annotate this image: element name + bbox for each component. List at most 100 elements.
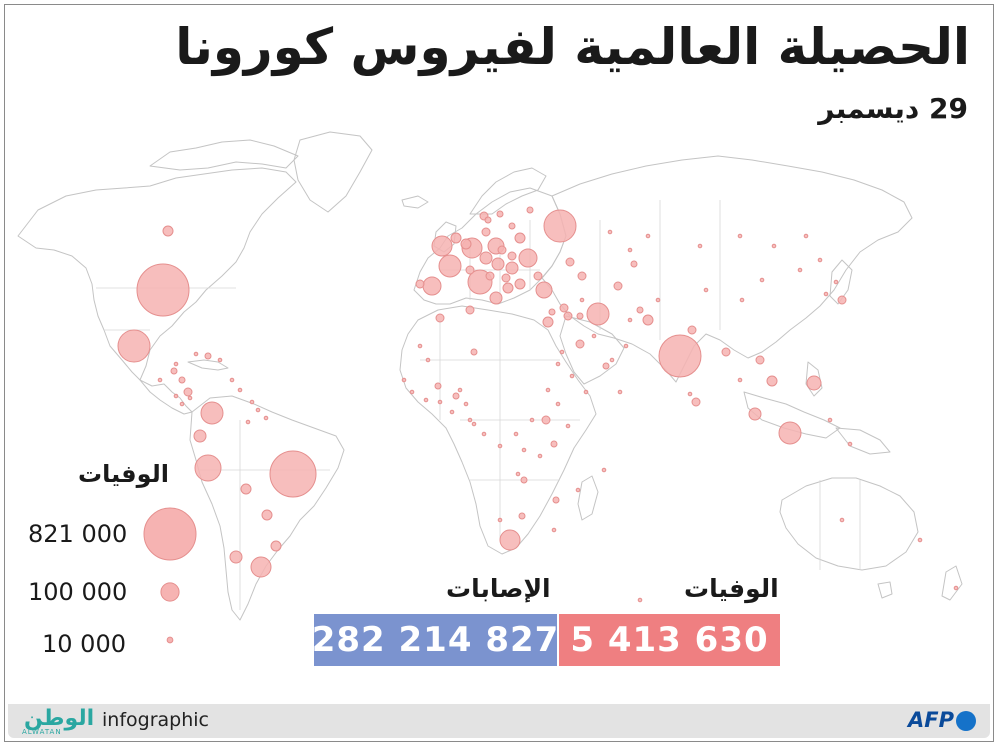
bubble-iraq [575,339,585,349]
bubble-minor [627,247,633,253]
legend-label-large: 821 000 [28,520,128,548]
madagascar [577,475,599,521]
bubble-jordan [563,311,573,321]
legend-label-small: 10 000 [42,630,126,658]
cases-value-box: 282 214 827 [312,614,558,666]
legend-bubble-0 [143,507,197,561]
bubble-minor [497,443,503,449]
bubble-finland [526,206,534,214]
afp-logo-dot-icon [956,711,976,731]
bubble-minor [697,243,703,249]
japan [829,259,853,305]
bubble-moldova [533,271,543,281]
bubble-minor [179,401,185,407]
bubble-afghanistan [636,306,644,314]
canada-arctic-islands [149,139,299,171]
bubble-philippines [806,375,822,391]
bubble-nepal [687,325,697,335]
bubble-minor [497,517,503,523]
infographic-label: infographic [102,709,209,731]
bubble-hungary [491,257,505,271]
bubble-minor [551,527,557,533]
bubble-pakistan [642,314,654,326]
bubble-minor [953,585,959,591]
bubble-thailand [766,375,778,387]
bubble-minor [229,377,235,383]
bubble-ecuador [193,429,207,443]
bubble-minor [545,387,551,393]
bubble-minor [703,287,709,293]
bubble-minor [823,291,829,297]
scandinavia [469,167,547,215]
bubble-minor [457,387,463,393]
bubble-latvia [508,222,516,230]
bubble-minor [237,387,243,393]
bubble-minor [847,441,853,447]
australia [779,477,919,571]
bubble-ukraine [518,248,538,268]
bubble-zimbabwe [518,512,526,520]
bubble-minor [609,357,615,363]
bubble-uruguay [270,540,282,552]
bubble-denmark [481,227,491,237]
bubble-minor [463,401,469,407]
bubble-minor [759,277,765,283]
africa-landmass [399,305,597,555]
legend-bubble-2 [166,636,174,644]
bubble-uzbekistan [613,281,623,291]
bubble-chile [229,550,243,564]
bubble-minor [627,317,633,323]
bubble-egypt [542,316,554,328]
bubble-minor [645,233,651,239]
iceland [401,195,429,209]
bubble-minor [817,257,823,263]
south-america-landmass [189,395,345,621]
bubble-syria [576,312,584,320]
bubble-minor [569,373,575,379]
bubble-minor [187,395,193,401]
bubble-estonia [496,210,504,218]
bubble-minor [401,377,407,383]
deaths-value-box: 5 413 630 [559,614,780,666]
bubble-peru [194,454,222,482]
bubble-malaysia [748,407,762,421]
bubble-mexico [117,329,151,363]
bubble-libya [470,348,478,356]
bubble-minor [263,415,269,421]
infographic-date: 29 ديسمبر [818,92,968,125]
cases-label: الإصابات [446,574,551,603]
bubble-minor [513,431,519,437]
bubble-minor [157,377,163,383]
bubble-minor [575,487,581,493]
bubble-kazakhstan [630,260,638,268]
bubble-israel [548,308,556,316]
alwatan-logo: الوطن [24,706,95,731]
bubble-minor [425,357,431,363]
philippines [805,361,823,397]
bubble-minor [583,389,589,395]
bubble-minor [481,431,487,437]
north-america-landmass [17,167,297,381]
bubble-minor [591,333,597,339]
bubble-myanmar [721,347,731,357]
tasmania [877,581,893,599]
bubble-minor [555,401,561,407]
deaths-value: 5 413 630 [570,620,769,660]
bubble-minor [739,297,745,303]
bubble-minor [409,389,415,395]
bubble-usa [136,263,190,317]
bubble-vietnam [755,355,765,365]
bubble-colombia [200,401,224,425]
alwatan-logo-latin: ALWATAN [22,728,62,736]
bubble-brazil [269,450,317,498]
bubble-minor [559,349,565,355]
bubble-kenya [550,440,558,448]
bubble-armenia [577,271,587,281]
bubble-turkey [535,281,553,299]
bubble-france [438,254,462,278]
bubble-czechia [479,251,493,265]
bubble-belarus [514,232,526,244]
afp-logo: AFP [908,708,954,732]
bubble-norway [484,216,492,224]
